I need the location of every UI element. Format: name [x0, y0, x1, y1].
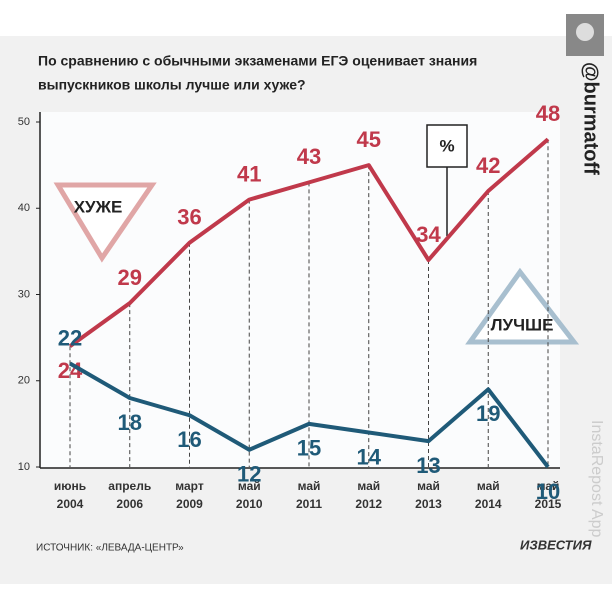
x-tick-label: май 2010	[236, 479, 263, 511]
y-tick-label: 20	[18, 375, 30, 387]
value-label: 22	[58, 325, 82, 350]
value-label: 12	[237, 462, 261, 487]
y-tick-label: 50	[18, 116, 30, 128]
x-tick-label: март 2009	[175, 479, 204, 511]
series-line	[68, 137, 550, 348]
value-label: 45	[357, 127, 381, 152]
y-tick-label: 30	[18, 288, 30, 300]
value-label: 36	[177, 205, 201, 230]
x-tick-label: июнь 2004	[54, 479, 86, 511]
y-tick-label: 40	[18, 202, 30, 214]
value-label: 48	[536, 101, 560, 126]
value-label: 15	[297, 436, 321, 461]
value-label: 43	[297, 144, 321, 169]
avatar-face	[576, 23, 594, 41]
x-tick-label: апрель 2006	[108, 479, 151, 511]
legend-label: ЛУЧШЕ	[491, 315, 554, 334]
value-label: 41	[237, 161, 261, 186]
annotation: %	[439, 136, 454, 155]
username: @burmatoff	[580, 62, 602, 175]
x-tick-label: май 2015	[535, 479, 562, 511]
value-label: 13	[416, 453, 440, 478]
value-label: 14	[357, 444, 382, 469]
legend-label: ХУЖЕ	[74, 197, 123, 216]
watermark: InstaRepost App	[588, 420, 605, 538]
chart-title: По сравнению с обычными экзаменами ЕГЭ о…	[38, 53, 477, 69]
value-label: 34	[416, 222, 441, 247]
x-tick-label: май 2012	[355, 479, 382, 511]
value-label: 42	[476, 153, 500, 178]
plot-area	[40, 112, 560, 468]
x-tick-label: май 2014	[475, 479, 502, 511]
value-label: 29	[118, 265, 142, 290]
value-label: 19	[476, 401, 500, 426]
value-label: 10	[536, 479, 560, 504]
value-label: 16	[177, 427, 201, 452]
annotation-box	[426, 124, 468, 168]
legend-triangle	[53, 182, 157, 263]
chart-title: выпускников школы лучше или хуже?	[38, 77, 306, 93]
x-tick-label: май 2013	[415, 479, 442, 511]
y-tick-label: 10	[18, 461, 30, 473]
series-line	[68, 361, 550, 469]
x-tick-label: май 2011	[296, 479, 322, 511]
publisher: ИЗВЕСТИЯ	[520, 537, 592, 552]
value-label: 18	[118, 410, 142, 435]
source: ИСТОЧНИК: «ЛЕВАДА-ЦЕНТР»	[36, 543, 184, 554]
